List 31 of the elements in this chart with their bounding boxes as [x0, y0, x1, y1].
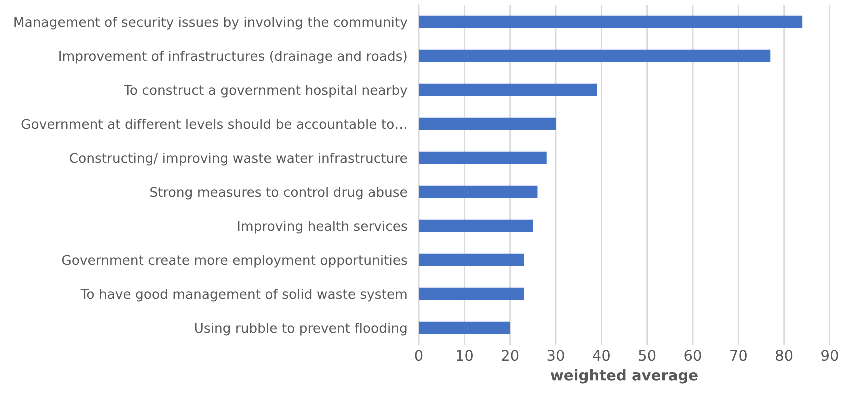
y-tick-label: Using rubble to prevent flooding	[195, 322, 407, 336]
y-tick-label: Constructing/ improving waste water infrastructure	[70, 152, 408, 166]
bar	[419, 152, 547, 164]
y-tick-label: Strong measures to control drug abuse	[150, 186, 408, 200]
bar	[419, 322, 510, 334]
x-tick-label: 50	[639, 350, 656, 362]
bar	[419, 220, 534, 232]
x-tick-label: 70	[730, 350, 747, 362]
x-tick-label: 10	[456, 350, 473, 362]
x-tick-label: 30	[548, 350, 564, 362]
y-tick-label: To construct a government hospital nearby	[124, 84, 408, 98]
bar	[419, 16, 803, 28]
y-tick-label: Management of security issues by involving the community	[14, 16, 408, 30]
bar	[419, 50, 771, 62]
bar	[419, 186, 538, 198]
bar	[419, 254, 524, 266]
x-tick-label: 90	[822, 350, 838, 362]
y-tick-label: Improvement of infrastructures (drainage and roads)	[60, 50, 407, 64]
x-tick-label: 0	[415, 350, 423, 362]
bar	[419, 84, 598, 96]
bar	[419, 118, 556, 130]
bar	[419, 288, 524, 300]
x-tick-label: 40	[593, 350, 610, 362]
y-tick-label: Government at different levels should be accountable to…	[22, 118, 406, 130]
x-tick-label: 60	[684, 350, 702, 362]
x-tick-label: 20	[502, 350, 519, 362]
y-tick-label: To have good management of solid waste system	[80, 288, 407, 302]
x-tick-label: 80	[776, 350, 793, 362]
x-axis-title: weighted average	[550, 370, 698, 384]
y-tick-label: Improving health services	[238, 220, 408, 234]
y-tick-label: Government create more employment opportunities	[62, 254, 408, 268]
